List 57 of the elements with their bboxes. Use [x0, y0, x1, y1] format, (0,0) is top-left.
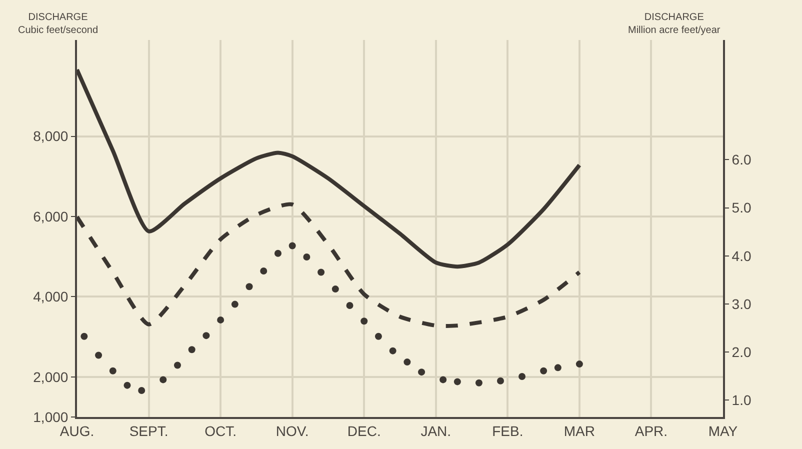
point: [346, 302, 354, 309]
y2-tick-label: 5.0: [732, 200, 752, 216]
y-tick-label: 1,000: [33, 408, 68, 425]
point: [160, 376, 167, 384]
point: [318, 268, 325, 276]
point: [540, 367, 548, 374]
x-tick-label: OCT.: [204, 422, 237, 439]
point: [374, 332, 382, 340]
point: [404, 358, 411, 366]
y2-tick-label: 1.0: [732, 392, 752, 408]
x-tick-label: AUG.: [60, 422, 94, 439]
x-tick-label: MAY: [708, 422, 738, 439]
point: [454, 378, 461, 386]
point: [109, 367, 116, 374]
x-tick-label: SEPT.: [129, 422, 168, 439]
x-tick-label: FEB.: [492, 422, 524, 439]
point: [231, 300, 238, 308]
y2-tick-label: 6.0: [732, 152, 752, 168]
x-tick-label: DEC.: [347, 422, 381, 439]
point: [80, 332, 88, 340]
point: [124, 382, 131, 389]
point: [554, 364, 562, 372]
point: [174, 362, 181, 369]
y-tick-label: 6,000: [33, 208, 68, 224]
point: [475, 379, 482, 386]
x-tick-label: NOV.: [276, 422, 309, 439]
line-series: [77, 68, 582, 269]
y2-tick-label: 4.0: [732, 248, 752, 264]
line-series: [77, 202, 582, 328]
point: [440, 376, 447, 384]
x-tick-label: APR.: [634, 422, 668, 439]
point: [496, 377, 504, 384]
point: [217, 316, 224, 324]
point: [274, 250, 282, 257]
x-tick-label: JAN.: [420, 422, 452, 439]
x-tick-label: MAR: [564, 422, 596, 439]
y-tick-label: 8,000: [33, 128, 68, 144]
point: [576, 360, 583, 368]
point: [389, 347, 396, 354]
point: [260, 268, 268, 275]
point: [303, 253, 310, 260]
y2-tick-label: 3.0: [732, 296, 752, 312]
point: [138, 387, 146, 394]
y2-tick-label: 2.0: [732, 344, 752, 360]
point: [246, 283, 253, 290]
y2-axis-title: DISCHARGE Million acre feet/year: [628, 12, 721, 36]
point: [360, 318, 368, 325]
y-axis-title: DISCHARGE Cubic feet/second: [18, 12, 98, 36]
point: [202, 332, 210, 340]
point: [188, 346, 196, 354]
y-tick-label: 4,000: [33, 288, 68, 305]
y-tick-label: 2,000: [33, 368, 68, 385]
point: [288, 242, 296, 250]
point: [332, 286, 339, 293]
point: [418, 368, 426, 376]
point: [518, 372, 526, 380]
point: [95, 352, 102, 359]
